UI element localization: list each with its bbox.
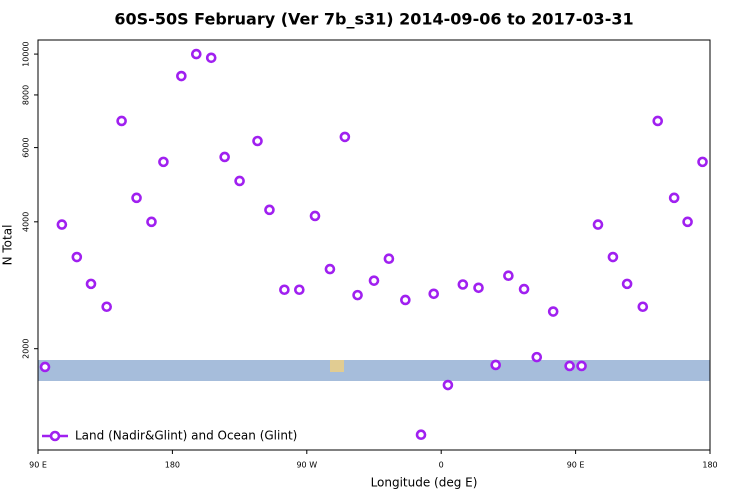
x-tick-label: 180 bbox=[702, 461, 717, 470]
point bbox=[383, 253, 395, 265]
map-strip bbox=[38, 360, 710, 381]
point bbox=[294, 284, 305, 296]
point bbox=[503, 270, 514, 282]
point bbox=[368, 275, 380, 286]
point bbox=[71, 251, 83, 263]
point bbox=[531, 351, 543, 363]
point bbox=[219, 151, 230, 163]
point bbox=[576, 360, 587, 372]
x-axis-label: Longitude (deg E) bbox=[371, 476, 478, 490]
point bbox=[442, 379, 454, 391]
point bbox=[564, 360, 575, 372]
point bbox=[621, 278, 633, 290]
point bbox=[428, 288, 440, 300]
point bbox=[190, 48, 202, 60]
point bbox=[324, 263, 336, 275]
point bbox=[592, 219, 604, 230]
point bbox=[309, 210, 321, 222]
point bbox=[101, 301, 112, 313]
point bbox=[146, 216, 157, 228]
x-tick-label: 90 W bbox=[296, 461, 317, 470]
legend-marker bbox=[49, 430, 61, 442]
y-tick-label: 6000 bbox=[22, 137, 31, 157]
point bbox=[56, 219, 68, 230]
point bbox=[116, 115, 127, 127]
point bbox=[457, 279, 469, 290]
point bbox=[415, 429, 427, 441]
point bbox=[234, 175, 245, 187]
point bbox=[668, 192, 680, 204]
y-tick-label: 2000 bbox=[22, 339, 31, 359]
y-tick-label: 10000 bbox=[22, 41, 31, 66]
plot-frame bbox=[37, 39, 711, 451]
point bbox=[352, 289, 363, 301]
point bbox=[205, 52, 217, 64]
point bbox=[158, 156, 169, 168]
point bbox=[697, 156, 708, 168]
point bbox=[264, 204, 275, 216]
chart-title: 60S-50S February (Ver 7b_s31) 2014-09-06… bbox=[114, 10, 633, 29]
point bbox=[131, 192, 142, 204]
point bbox=[637, 301, 649, 313]
point bbox=[547, 306, 559, 317]
point bbox=[176, 70, 187, 82]
x-tick-label: 90 E bbox=[29, 461, 47, 470]
point bbox=[518, 283, 530, 295]
point bbox=[607, 251, 619, 263]
point bbox=[39, 361, 51, 373]
land-patch bbox=[330, 360, 344, 372]
x-tick-label: 180 bbox=[165, 461, 180, 470]
point bbox=[652, 115, 664, 127]
point bbox=[490, 359, 502, 371]
point bbox=[473, 282, 484, 294]
point bbox=[279, 284, 290, 296]
y-axis-label: N Total bbox=[1, 225, 15, 266]
point bbox=[85, 278, 97, 290]
legend-label: Land (Nadir&Glint) and Ocean (Glint) bbox=[75, 429, 297, 443]
x-tick-label: 0 bbox=[439, 461, 444, 470]
point bbox=[400, 294, 411, 306]
x-tick-label: 90 E bbox=[567, 461, 585, 470]
point bbox=[339, 131, 351, 143]
y-tick-label: 8000 bbox=[22, 85, 31, 105]
y-tick-label: 4000 bbox=[22, 212, 31, 232]
point bbox=[682, 216, 693, 228]
point bbox=[252, 135, 263, 147]
